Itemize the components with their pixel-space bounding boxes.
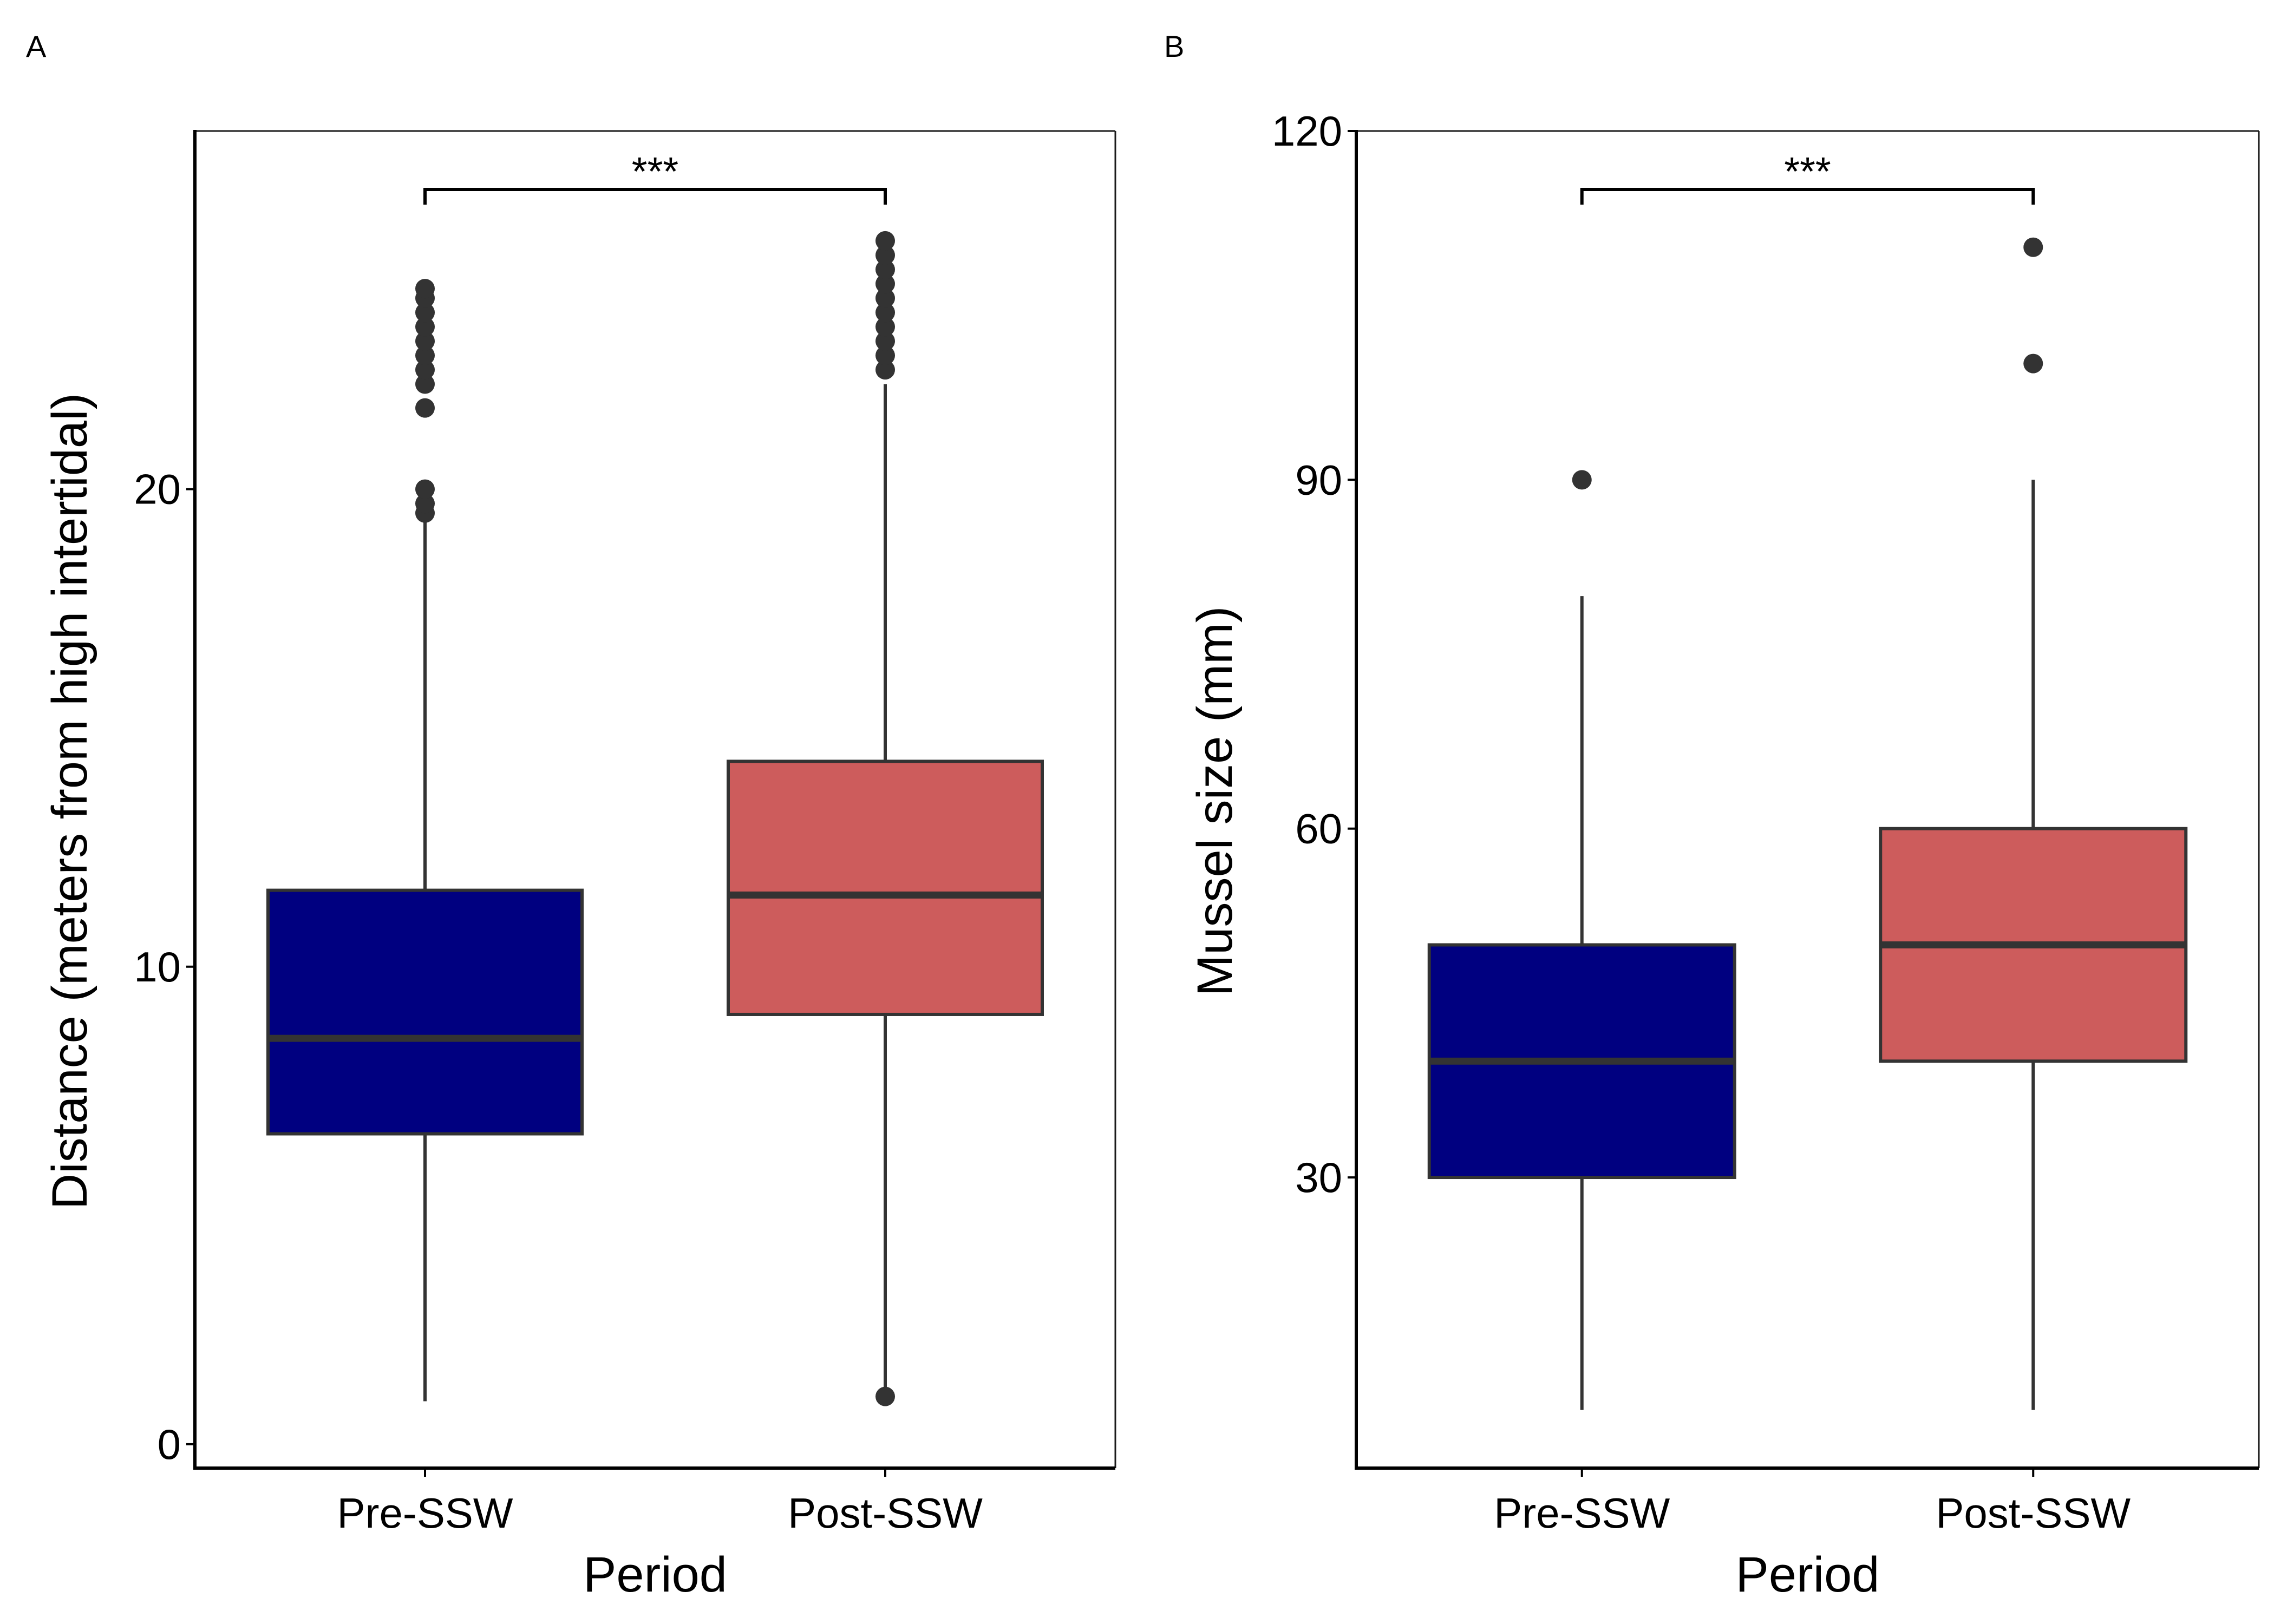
- outlier-point: [875, 245, 895, 265]
- outlier-point: [2023, 353, 2043, 374]
- outlier-point: [875, 331, 895, 351]
- y-tick-label: 90: [1295, 456, 1342, 503]
- box-post-ssw: [727, 231, 1044, 1406]
- significance-label: ***: [632, 149, 678, 194]
- y-tick-label: 10: [134, 943, 181, 991]
- significance-bracket: [1580, 188, 2035, 205]
- panel-a: A 0 10 20 Pre-SSW Post-SSW Period Distance (met…: [26, 29, 1116, 1602]
- x-tick-label: Pre-SSW: [337, 1489, 513, 1537]
- outlier-point: [415, 303, 435, 323]
- x-axis-title: Period: [583, 1547, 727, 1602]
- outlier-point: [1572, 470, 1592, 490]
- outlier-point: [415, 494, 435, 514]
- outlier-point: [875, 317, 895, 337]
- y-tick-label: 0: [158, 1420, 181, 1468]
- significance-label: ***: [1784, 149, 1831, 194]
- outlier-point: [875, 231, 895, 251]
- significance-bracket: [423, 188, 887, 205]
- outlier-point: [415, 345, 435, 365]
- y-tick-label: 30: [1295, 1154, 1342, 1201]
- y-tick-label: 60: [1295, 805, 1342, 853]
- panel-letter: A: [26, 29, 47, 63]
- y-tick-label: 20: [134, 466, 181, 513]
- outlier-point: [875, 259, 895, 279]
- y-tick-label: 120: [1272, 107, 1342, 155]
- outlier-point: [415, 479, 435, 499]
- box-pre-ssw: [266, 279, 584, 1402]
- outlier-point: [2023, 237, 2043, 257]
- outlier-point: [415, 317, 435, 337]
- outlier-point: [875, 288, 895, 308]
- box-iqr: [727, 759, 1044, 1016]
- outlier-point: [875, 345, 895, 365]
- box-pre-ssw: [1427, 470, 1736, 1410]
- x-tick-label: Pre-SSW: [1494, 1489, 1670, 1537]
- outlier-point: [875, 303, 895, 323]
- x-tick-label: Post-SSW: [788, 1489, 983, 1537]
- outlier-point: [415, 360, 435, 380]
- x-tick-label: Post-SSW: [1936, 1489, 2131, 1537]
- box-iqr: [266, 888, 584, 1136]
- x-axis-title: Period: [1736, 1547, 1880, 1602]
- outlier-point: [415, 374, 435, 394]
- outlier-point: [875, 360, 895, 380]
- panel-letter: B: [1164, 29, 1184, 63]
- outlier-point: [875, 274, 895, 294]
- box-post-ssw: [1879, 237, 2188, 1410]
- outlier-point: [415, 398, 435, 418]
- panel-b: B 30 60 90 120 Pre-SSW Post-SSW Period Mussel si…: [1164, 29, 2260, 1602]
- y-axis-title: Distance (meters from high intertidal): [42, 393, 97, 1209]
- outlier-point: [415, 331, 435, 351]
- outlier-point: [415, 279, 435, 299]
- outlier-point: [875, 1386, 895, 1406]
- y-axis-title: Mussel size (mm): [1187, 606, 1243, 997]
